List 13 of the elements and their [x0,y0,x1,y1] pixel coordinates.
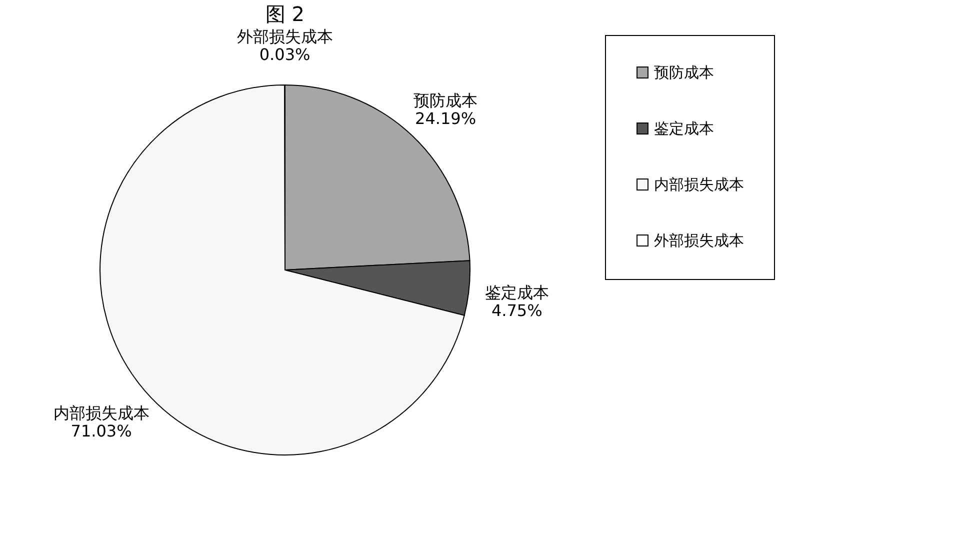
legend-label: 外部损失成本 [654,232,744,250]
chart-title: 图 2 [265,2,305,26]
legend-label: 预防成本 [654,64,714,82]
data-label: 71.03% [70,421,132,440]
data-label: 0.03% [259,45,310,64]
slice-label: 鉴定成本 [484,282,549,302]
legend-label: 鉴定成本 [654,120,714,138]
legend-label: 内部损失成本 [654,176,744,194]
slice-label: 预防成本 [414,91,478,110]
data-label: 4.75% [491,300,542,320]
data-label: 24.19% [415,109,476,128]
slice-label: 内部损失成本 [53,403,150,422]
slice-label: 外部损失成本 [236,27,333,46]
